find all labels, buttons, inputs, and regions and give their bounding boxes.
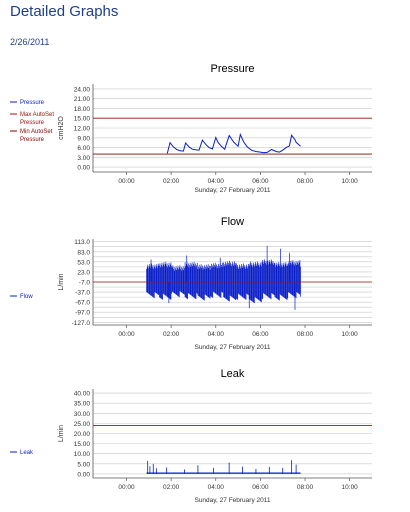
flow-x-tick-label: 02:00: [163, 331, 180, 338]
leak-x-axis-label: Sunday, 27 February 2011: [194, 497, 270, 504]
page-title: Detailed Graphs: [10, 3, 119, 20]
leak-y-tick-label: 30.00: [74, 411, 91, 418]
flow-y-tick-label: 23.0: [77, 269, 90, 276]
leak-y-tick-label: 20.00: [74, 431, 91, 438]
pressure-y-tick-label: 0.00: [77, 165, 90, 172]
pressure-x-tick-label: 06:00: [252, 178, 269, 185]
leak-y-tick-label: 40.00: [74, 391, 91, 398]
flow-y-tick-label: -7.0: [79, 280, 91, 287]
pressure-legend-label: Max AutoSet: [20, 112, 54, 118]
pressure-x-tick-label: 10:00: [342, 178, 359, 185]
leak-chart-title: Leak: [221, 368, 245, 380]
leak-y-tick-label: 10.00: [74, 451, 91, 458]
pressure-y-tick-label: 24.00: [74, 86, 91, 93]
leak-y-tick-label: 35.00: [74, 401, 91, 408]
pressure-x-tick-label: 08:00: [297, 178, 314, 185]
flow-x-tick-label: 08:00: [297, 331, 314, 338]
pressure-x-tick-label: 02:00: [163, 178, 180, 185]
leak-x-tick-label: 08:00: [297, 484, 314, 491]
flow-y-tick-label: 83.0: [77, 249, 90, 256]
leak-x-tick-label: 06:00: [252, 484, 269, 491]
flow-x-tick-label: 00:00: [118, 331, 135, 338]
leak-y-tick-label: 15.00: [74, 441, 91, 448]
leak-x-tick-label: 10:00: [342, 484, 359, 491]
leak-y-tick-label: 0.00: [77, 471, 90, 478]
flow-x-tick-label: 04:00: [208, 331, 225, 338]
flow-chart-title: Flow: [221, 216, 244, 228]
flow-legend-label: Flow: [20, 294, 33, 300]
leak-y-axis-label: L/min: [58, 425, 65, 442]
pressure-x-tick-label: 04:00: [208, 178, 225, 185]
flow-y-tick-label: -97.0: [75, 310, 90, 317]
pressure-y-tick-label: 21.00: [74, 96, 91, 103]
flow-y-tick-label: -67.0: [75, 300, 90, 307]
flow-x-tick-label: 10:00: [342, 331, 359, 338]
pressure-y-tick-label: 3.00: [77, 155, 90, 162]
flow-y-axis-label: L/min: [58, 273, 65, 290]
pressure-series-line: [166, 132, 301, 154]
pressure-legend-label: Pressure: [20, 100, 45, 106]
flow-x-axis-label: Sunday, 27 February 2011: [194, 344, 270, 351]
flow-y-tick-label: 53.0: [77, 259, 90, 266]
flow-y-tick-label: -37.0: [75, 290, 90, 297]
leak-x-tick-label: 04:00: [208, 484, 225, 491]
pressure-legend-label: Pressure: [20, 137, 45, 143]
pressure-legend-label: Pressure: [20, 120, 45, 126]
pressure-y-tick-label: 6.00: [77, 145, 90, 152]
leak-legend-label: Leak: [20, 450, 34, 456]
leak-x-tick-label: 02:00: [163, 484, 180, 491]
flow-y-tick-label: -127.0: [72, 320, 91, 327]
leak-y-tick-label: 25.00: [74, 421, 91, 428]
pressure-y-tick-label: 12.00: [74, 126, 91, 133]
pressure-y-tick-label: 9.00: [77, 135, 90, 142]
pressure-y-tick-label: 18.00: [74, 106, 91, 113]
flow-y-tick-label: 113.0: [74, 239, 90, 246]
flow-x-tick-label: 06:00: [252, 331, 269, 338]
leak-y-tick-label: 5.00: [77, 461, 90, 468]
pressure-y-axis-label: cmH2O: [58, 116, 65, 140]
pressure-x-tick-label: 00:00: [118, 178, 135, 185]
pressure-y-tick-label: 15.00: [74, 116, 91, 123]
leak-x-tick-label: 00:00: [118, 484, 135, 491]
pressure-legend-label: Min AutoSet: [20, 129, 53, 135]
pressure-x-axis-label: Sunday, 27 February 2011: [194, 187, 270, 194]
pressure-chart-title: Pressure: [210, 63, 254, 75]
page-date: 2/26/2011: [10, 37, 50, 47]
